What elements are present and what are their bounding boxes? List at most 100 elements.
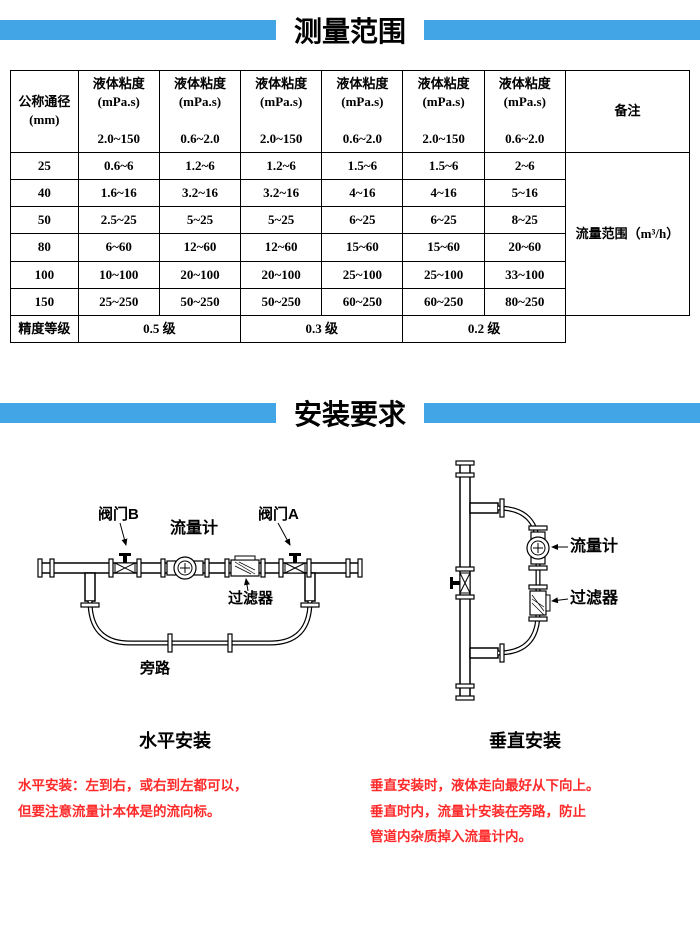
caption-vertical: 垂直安装: [489, 727, 561, 753]
measurement-range-table: 公称通径 (mm) 液体粘度 (mPa.s) 2.0~150 液体粘度 (mPa…: [10, 70, 690, 343]
cell-dn: 80: [11, 234, 79, 261]
cell-value: 6~25: [403, 207, 484, 234]
section-header-2: 安装要求: [0, 383, 700, 453]
th-v3: 液体粘度 (mPa.s) 0.6~2.0: [322, 71, 403, 153]
accuracy-0: 0.5 级: [78, 315, 240, 342]
note-vertical: 垂直安装时，液体走向最好从下向上。 垂直时内，流量计安装在旁路，防止 管道内杂质…: [370, 773, 682, 850]
visc-range: 2.0~150: [422, 131, 465, 146]
section-title-1: 测量范围: [276, 10, 424, 50]
cell-value: 6~60: [78, 234, 159, 261]
visc-label: 液体粘度: [499, 76, 551, 91]
cell-flow-range: 流量范围（m³/h）: [565, 152, 689, 315]
cell-value: 33~100: [484, 261, 565, 288]
sep-bar-right: [424, 403, 700, 423]
cell-value: 20~100: [159, 261, 240, 288]
th-dn: 公称通径 (mm): [11, 71, 79, 153]
visc-label: 液体粘度: [93, 76, 145, 91]
installation-notes: 水平安装：左到右，或右到左都可以， 但要注意流量计本体是的流向标。 垂直安装时，…: [0, 773, 700, 870]
visc-label: 液体粘度: [418, 76, 470, 91]
cell-value: 15~60: [322, 234, 403, 261]
cell-value: 5~25: [241, 207, 322, 234]
cell-value: 0.6~6: [78, 152, 159, 179]
cell-value: 5~16: [484, 179, 565, 206]
visc-unit: (mPa.s): [98, 94, 140, 109]
cell-value: 25~250: [78, 288, 159, 315]
label-filter-h: 过滤器: [228, 589, 274, 607]
cell-value: 80~250: [484, 288, 565, 315]
visc-label: 液体粘度: [255, 76, 307, 91]
cell-value: 10~100: [78, 261, 159, 288]
label-valveA: 阀门A: [258, 505, 299, 523]
note-line: 但要注意流量计本体是的流向标。: [18, 799, 330, 825]
visc-range: 0.6~2.0: [180, 131, 219, 146]
cell-value: 1.5~6: [322, 152, 403, 179]
cell-dn: 50: [11, 207, 79, 234]
th-remarks: 备注: [565, 71, 689, 153]
visc-range: 0.6~2.0: [505, 131, 544, 146]
dn-label-1: 公称通径: [18, 94, 70, 109]
cell-value: 1.2~6: [159, 152, 240, 179]
visc-unit: (mPa.s): [179, 94, 221, 109]
cell-value: 60~250: [403, 288, 484, 315]
label-flowmeter-v: 流量计: [570, 536, 618, 555]
note-line: 水平安装：左到右，或右到左都可以，: [18, 773, 330, 799]
visc-range: 2.0~150: [260, 131, 303, 146]
accuracy-label: 精度等级: [11, 315, 79, 342]
label-filter-v: 过滤器: [570, 588, 619, 607]
th-v4: 液体粘度 (mPa.s) 2.0~150: [403, 71, 484, 153]
cell-value: 2~6: [484, 152, 565, 179]
cell-dn: 25: [11, 152, 79, 179]
visc-range: 0.6~2.0: [343, 131, 382, 146]
cell-value: 60~250: [322, 288, 403, 315]
visc-unit: (mPa.s): [341, 94, 383, 109]
section-header-1: 测量范围: [0, 0, 700, 70]
cell-value: 50~250: [159, 288, 240, 315]
section-title-2: 安装要求: [276, 393, 424, 433]
diagram-captions: 水平安装 垂直安装: [0, 723, 700, 773]
cell-value: 15~60: [403, 234, 484, 261]
cell-value: 6~25: [322, 207, 403, 234]
label-valveB: 阀门B: [98, 505, 139, 523]
note-horizontal: 水平安装：左到右，或右到左都可以， 但要注意流量计本体是的流向标。: [18, 773, 330, 850]
cell-value: 3.2~16: [159, 179, 240, 206]
cell-value: 1.2~6: [241, 152, 322, 179]
cell-dn: 40: [11, 179, 79, 206]
visc-label: 液体粘度: [336, 76, 388, 91]
accuracy-2: 0.2 级: [403, 315, 565, 342]
visc-unit: (mPa.s): [422, 94, 464, 109]
cell-dn: 100: [11, 261, 79, 288]
caption-horizontal: 水平安装: [139, 727, 211, 753]
installation-diagrams: 阀门B 流量计 阀门A 过滤器 旁路: [20, 453, 680, 723]
cell-value: 1.6~16: [78, 179, 159, 206]
visc-range: 2.0~150: [98, 131, 141, 146]
cell-value: 20~100: [241, 261, 322, 288]
cell-value: 8~25: [484, 207, 565, 234]
cell-value: 25~100: [403, 261, 484, 288]
note-line: 管道内杂质掉入流量计内。: [370, 824, 682, 850]
th-v1: 液体粘度 (mPa.s) 0.6~2.0: [159, 71, 240, 153]
cell-value: 12~60: [241, 234, 322, 261]
label-bypass: 旁路: [139, 659, 171, 677]
cell-value: 4~16: [322, 179, 403, 206]
label-flowmeter-h: 流量计: [170, 518, 218, 537]
th-v5: 液体粘度 (mPa.s) 0.6~2.0: [484, 71, 565, 153]
sep-bar-left: [0, 20, 276, 40]
accuracy-1: 0.3 级: [241, 315, 403, 342]
cell-value: 25~100: [322, 261, 403, 288]
visc-unit: (mPa.s): [504, 94, 546, 109]
th-v2: 液体粘度 (mPa.s) 2.0~150: [241, 71, 322, 153]
note-line: 垂直安装时，液体走向最好从下向上。: [370, 773, 682, 799]
cell-value: 12~60: [159, 234, 240, 261]
cell-value: 1.5~6: [403, 152, 484, 179]
cell-dn: 150: [11, 288, 79, 315]
note-line: 垂直时内，流量计安装在旁路，防止: [370, 799, 682, 825]
cell-value: 20~60: [484, 234, 565, 261]
th-v0: 液体粘度 (mPa.s) 2.0~150: [78, 71, 159, 153]
sep-bar-right: [424, 20, 700, 40]
cell-value: 3.2~16: [241, 179, 322, 206]
dn-label-2: (mm): [29, 112, 59, 127]
cell-value: 2.5~25: [78, 207, 159, 234]
cell-value: 5~25: [159, 207, 240, 234]
cell-value: 4~16: [403, 179, 484, 206]
sep-bar-left: [0, 403, 276, 423]
